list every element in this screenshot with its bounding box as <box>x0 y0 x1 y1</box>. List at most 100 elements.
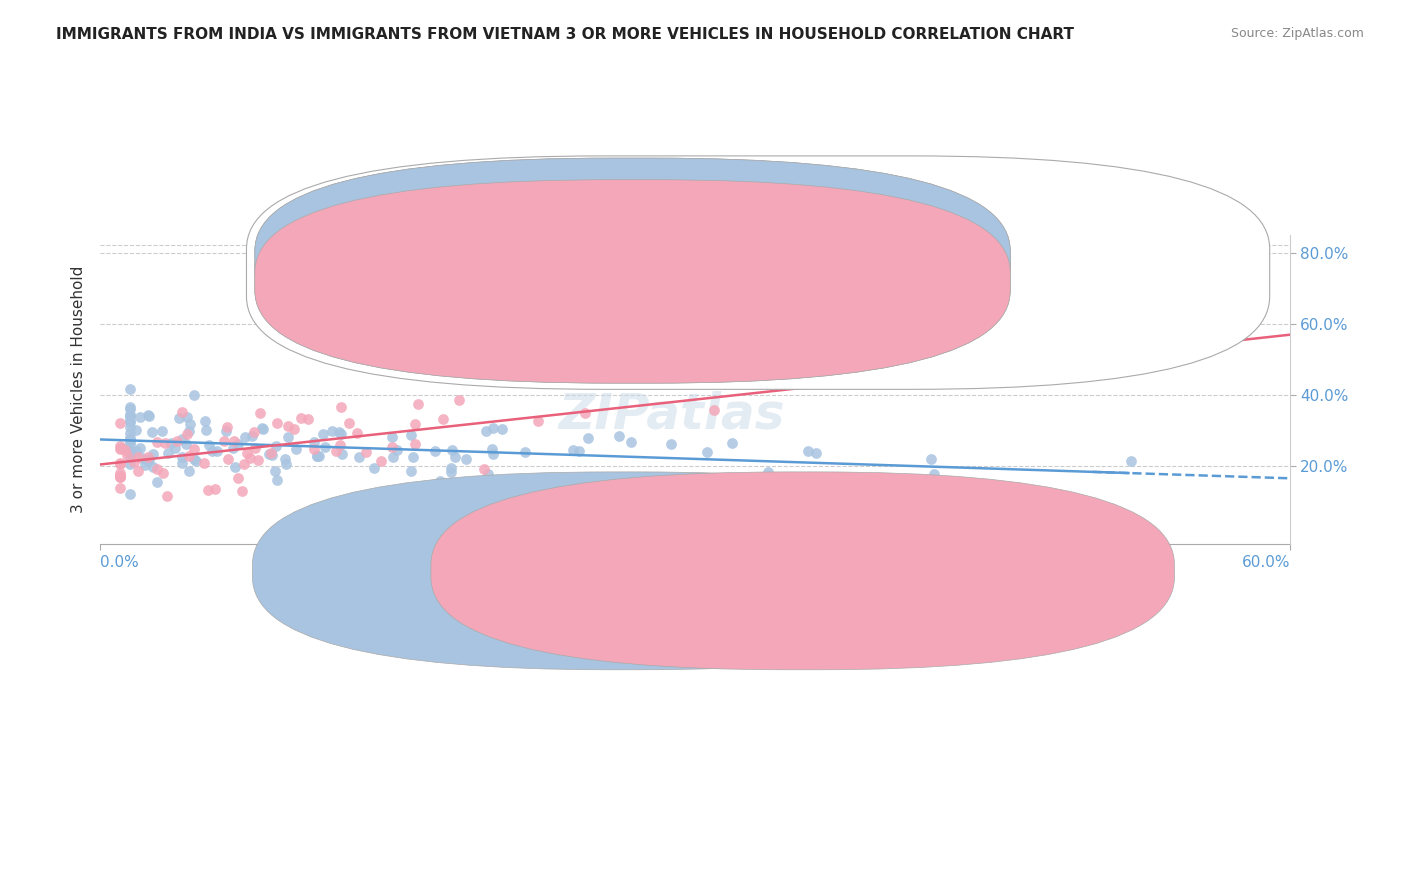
Point <box>620 435 643 450</box>
Point <box>302 442 325 457</box>
Point <box>217 452 239 467</box>
Point <box>197 438 219 452</box>
Point <box>226 470 249 484</box>
Text: IMMIGRANTS FROM INDIA VS IMMIGRANTS FROM VIETNAM 3 OR MORE VEHICLES IN HOUSEHOLD: IMMIGRANTS FROM INDIA VS IMMIGRANTS FROM… <box>56 27 1074 42</box>
Point <box>146 434 169 449</box>
Point <box>260 446 283 460</box>
Point <box>472 462 495 476</box>
Point <box>307 449 329 463</box>
Point <box>231 483 253 498</box>
Point <box>108 470 131 484</box>
Point <box>183 442 205 456</box>
Point <box>138 408 160 422</box>
Point <box>194 423 217 437</box>
Point <box>214 434 236 448</box>
Point <box>224 459 246 474</box>
Point <box>245 441 267 455</box>
Point <box>283 422 305 436</box>
Point <box>142 447 165 461</box>
Point <box>454 452 477 467</box>
FancyBboxPatch shape <box>254 179 1011 384</box>
Point <box>441 443 464 458</box>
Point <box>125 423 148 437</box>
Point <box>491 422 513 436</box>
Point <box>122 455 145 469</box>
Point <box>347 450 370 465</box>
Point <box>703 403 725 417</box>
Point <box>118 409 141 423</box>
Point <box>183 387 205 401</box>
Point <box>108 468 131 483</box>
Point <box>184 454 207 468</box>
Text: Immigrants from India: Immigrants from India <box>641 565 813 579</box>
Point <box>217 419 239 434</box>
Point <box>328 425 350 440</box>
Point <box>305 449 328 463</box>
Point <box>515 445 537 459</box>
Point <box>215 425 238 439</box>
Point <box>166 434 188 448</box>
Point <box>177 449 200 463</box>
Point <box>562 442 585 457</box>
Point <box>406 397 429 411</box>
Point <box>432 411 454 425</box>
Point <box>155 435 177 450</box>
Point <box>118 410 141 425</box>
Point <box>401 428 423 442</box>
Point <box>177 425 200 439</box>
Text: R =  0.428   N = 70: R = 0.428 N = 70 <box>665 272 855 290</box>
Point <box>482 421 505 435</box>
Point <box>252 422 274 436</box>
Point <box>131 451 153 466</box>
Point <box>302 434 325 449</box>
Point <box>308 450 330 464</box>
Point <box>243 425 266 439</box>
Text: R = -0.206   N = 121: R = -0.206 N = 121 <box>665 251 865 268</box>
Point <box>176 409 198 424</box>
Point <box>399 464 422 478</box>
Point <box>574 406 596 420</box>
Point <box>193 457 215 471</box>
Point <box>329 437 352 451</box>
Point <box>509 477 531 491</box>
Point <box>170 432 193 446</box>
Point <box>115 448 138 462</box>
Point <box>226 437 249 451</box>
Point <box>125 443 148 458</box>
Point <box>920 451 942 466</box>
Point <box>314 440 336 454</box>
Point <box>741 372 763 386</box>
Point <box>482 447 505 461</box>
Point <box>118 443 141 458</box>
Point <box>110 441 132 455</box>
Point <box>891 478 914 492</box>
Point <box>108 457 131 471</box>
Point <box>250 420 273 434</box>
Point <box>477 467 499 481</box>
Point <box>118 487 141 501</box>
Point <box>224 434 246 448</box>
Point <box>404 417 426 431</box>
Point <box>201 444 224 458</box>
Point <box>108 442 131 456</box>
Point <box>329 427 352 442</box>
Point <box>447 392 470 407</box>
Y-axis label: 3 or more Vehicles in Household: 3 or more Vehicles in Household <box>72 266 86 513</box>
Point <box>172 450 194 464</box>
Point <box>568 444 591 458</box>
Point <box>222 442 245 456</box>
Point <box>277 419 299 434</box>
Point <box>145 462 167 476</box>
Point <box>118 457 141 471</box>
Point <box>235 446 257 460</box>
Point <box>176 426 198 441</box>
Point <box>312 426 335 441</box>
Point <box>141 425 163 440</box>
Point <box>108 470 131 484</box>
Point <box>108 416 131 430</box>
Point <box>440 461 463 475</box>
Point <box>239 450 262 465</box>
Point <box>194 414 217 428</box>
FancyBboxPatch shape <box>430 472 1174 670</box>
Text: 0.0%: 0.0% <box>100 555 139 570</box>
